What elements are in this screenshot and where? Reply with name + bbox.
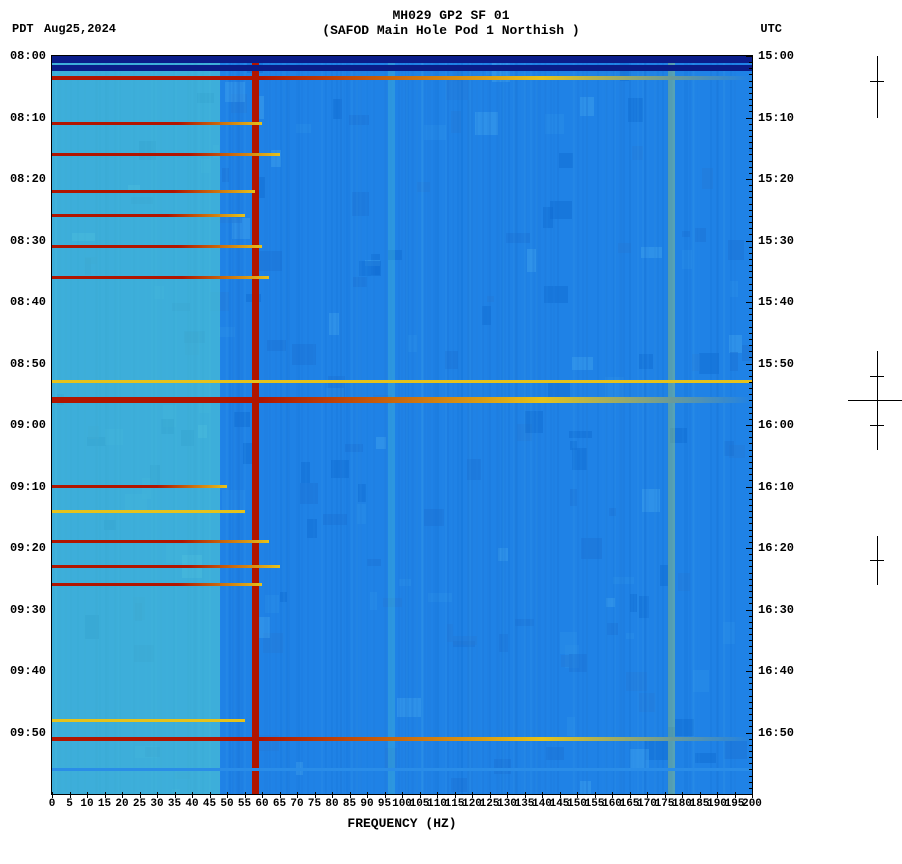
event-streak xyxy=(52,565,280,568)
spectrogram-plot: 08:0015:0008:1015:1008:2015:2008:3015:30… xyxy=(52,56,752,794)
xtick: 75 xyxy=(308,798,321,810)
event-streak xyxy=(52,737,752,741)
event-streak xyxy=(52,65,752,71)
timezone-right: UTC xyxy=(760,22,782,36)
x-axis-label: FREQUENCY (HZ) xyxy=(52,816,752,831)
chart-title-line1: MH029 GP2 SF 01 xyxy=(0,8,902,23)
xtick: 5 xyxy=(66,798,73,810)
xtick: 10 xyxy=(80,798,93,810)
xtick: 0 xyxy=(49,798,56,810)
ytick-right: 15:00 xyxy=(758,49,794,63)
xtick: 70 xyxy=(290,798,303,810)
xtick: 95 xyxy=(378,798,391,810)
xtick: 200 xyxy=(742,798,762,810)
xtick: 90 xyxy=(360,798,373,810)
event-streak xyxy=(52,76,752,80)
event-streak xyxy=(52,768,752,771)
event-streak xyxy=(52,719,245,722)
ytick-left: 08:50 xyxy=(10,357,46,371)
date-label: Aug25,2024 xyxy=(44,22,116,36)
ytick-right: 16:10 xyxy=(758,480,794,494)
xtick: 35 xyxy=(168,798,181,810)
xtick: 60 xyxy=(255,798,268,810)
ytick-left: 08:30 xyxy=(10,234,46,248)
indicator-segment xyxy=(877,56,878,118)
ytick-right: 15:20 xyxy=(758,172,794,186)
xtick: 80 xyxy=(325,798,338,810)
time-indicator-bar xyxy=(870,56,884,794)
event-streak xyxy=(52,276,269,279)
xtick: 15 xyxy=(98,798,111,810)
ytick-left: 09:30 xyxy=(10,603,46,617)
event-streak xyxy=(52,380,752,383)
ytick-right: 16:50 xyxy=(758,726,794,740)
event-streak xyxy=(52,540,269,543)
ytick-left: 09:50 xyxy=(10,726,46,740)
xtick: 40 xyxy=(185,798,198,810)
ytick-left: 09:10 xyxy=(10,480,46,494)
xtick: 65 xyxy=(273,798,286,810)
freq-band xyxy=(252,56,259,794)
ytick-left: 08:00 xyxy=(10,49,46,63)
event-streak xyxy=(52,122,262,125)
ytick-left: 09:20 xyxy=(10,541,46,555)
xtick: 85 xyxy=(343,798,356,810)
ytick-left: 08:40 xyxy=(10,295,46,309)
event-streak xyxy=(52,397,752,403)
ytick-right: 15:10 xyxy=(758,111,794,125)
event-streak xyxy=(52,153,280,156)
event-streak xyxy=(52,56,752,63)
event-streak xyxy=(52,214,245,217)
ytick-left: 08:20 xyxy=(10,172,46,186)
ytick-left: 08:10 xyxy=(10,111,46,125)
xtick: 45 xyxy=(203,798,216,810)
ytick-left: 09:40 xyxy=(10,664,46,678)
ytick-right: 15:30 xyxy=(758,234,794,248)
timezone-left: PDT xyxy=(12,22,34,36)
freq-band xyxy=(388,56,395,794)
ytick-right: 16:00 xyxy=(758,418,794,432)
event-streak xyxy=(52,510,245,513)
freq-band xyxy=(668,56,675,794)
ytick-right: 15:40 xyxy=(758,295,794,309)
spectrogram-canvas xyxy=(52,56,752,794)
xtick: 20 xyxy=(115,798,128,810)
indicator-major-tick xyxy=(848,400,902,401)
freq-band xyxy=(52,56,220,794)
xtick: 55 xyxy=(238,798,251,810)
xtick: 50 xyxy=(220,798,233,810)
xtick: 25 xyxy=(133,798,146,810)
ytick-right: 16:30 xyxy=(758,603,794,617)
event-streak xyxy=(52,245,262,248)
event-streak xyxy=(52,190,255,193)
ytick-right: 15:50 xyxy=(758,357,794,371)
xtick: 30 xyxy=(150,798,163,810)
event-streak xyxy=(52,583,262,586)
ytick-right: 16:20 xyxy=(758,541,794,555)
event-streak xyxy=(52,485,227,488)
ytick-right: 16:40 xyxy=(758,664,794,678)
ytick-left: 09:00 xyxy=(10,418,46,432)
